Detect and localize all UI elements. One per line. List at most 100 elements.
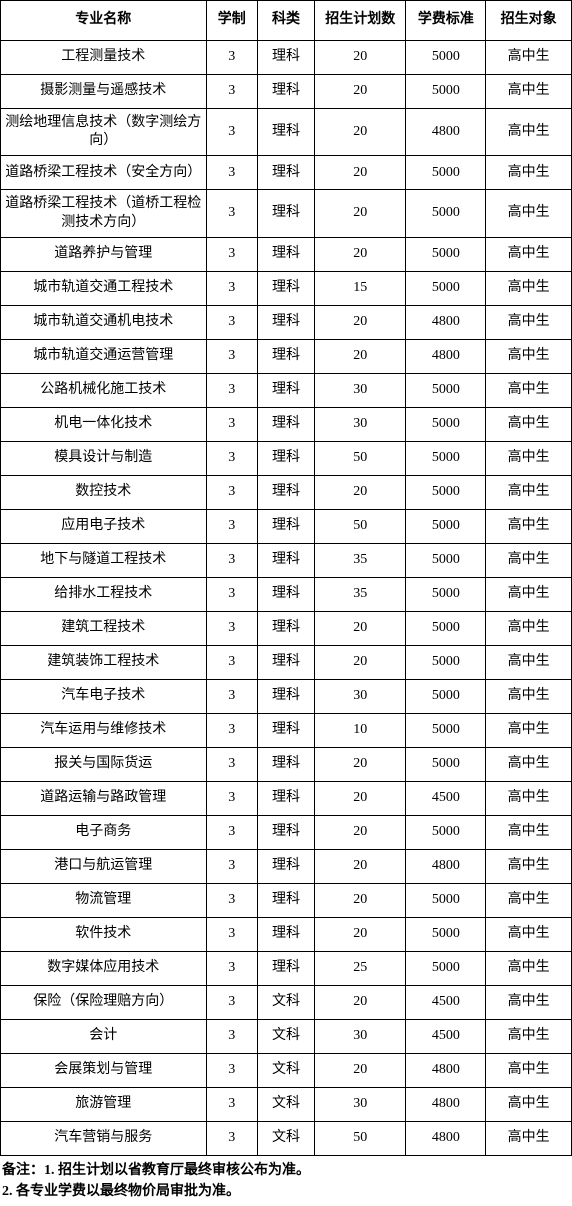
- table-cell: 理科: [257, 713, 314, 747]
- table-cell: 高中生: [486, 156, 572, 190]
- table-row: 报关与国际货运3理科205000高中生: [1, 747, 572, 781]
- table-cell: 建筑装饰工程技术: [1, 645, 207, 679]
- table-cell: 4800: [406, 109, 486, 156]
- table-cell: 高中生: [486, 237, 572, 271]
- table-row: 软件技术3理科205000高中生: [1, 917, 572, 951]
- table-cell: 3: [206, 645, 257, 679]
- table-cell: 3: [206, 713, 257, 747]
- table-cell: 工程测量技术: [1, 41, 207, 75]
- table-cell: 高中生: [486, 883, 572, 917]
- table-row: 道路桥梁工程技术（道桥工程检测技术方向）3理科205000高中生: [1, 190, 572, 237]
- table-cell: 3: [206, 190, 257, 237]
- table-cell: 高中生: [486, 543, 572, 577]
- table-cell: 高中生: [486, 781, 572, 815]
- table-cell: 20: [315, 917, 406, 951]
- table-cell: 理科: [257, 441, 314, 475]
- table-cell: 高中生: [486, 815, 572, 849]
- table-cell: 软件技术: [1, 917, 207, 951]
- table-cell: 测绘地理信息技术（数字测绘方向）: [1, 109, 207, 156]
- table-cell: 给排水工程技术: [1, 577, 207, 611]
- table-cell: 5000: [406, 815, 486, 849]
- table-row: 电子商务3理科205000高中生: [1, 815, 572, 849]
- table-cell: 3: [206, 951, 257, 985]
- table-row: 物流管理3理科205000高中生: [1, 883, 572, 917]
- table-cell: 25: [315, 951, 406, 985]
- table-cell: 理科: [257, 543, 314, 577]
- table-cell: 理科: [257, 373, 314, 407]
- table-cell: 理科: [257, 41, 314, 75]
- table-cell: 理科: [257, 75, 314, 109]
- table-cell: 5000: [406, 190, 486, 237]
- table-cell: 高中生: [486, 271, 572, 305]
- table-cell: 50: [315, 441, 406, 475]
- table-cell: 3: [206, 237, 257, 271]
- table-cell: 理科: [257, 156, 314, 190]
- table-cell: 物流管理: [1, 883, 207, 917]
- table-cell: 高中生: [486, 713, 572, 747]
- table-cell: 理科: [257, 190, 314, 237]
- table-row: 会展策划与管理3文科204800高中生: [1, 1053, 572, 1087]
- table-cell: 汽车运用与维修技术: [1, 713, 207, 747]
- table-cell: 文科: [257, 1053, 314, 1087]
- table-cell: 汽车电子技术: [1, 679, 207, 713]
- table-cell: 高中生: [486, 305, 572, 339]
- table-cell: 5000: [406, 41, 486, 75]
- table-cell: 高中生: [486, 849, 572, 883]
- table-cell: 摄影测量与遥感技术: [1, 75, 207, 109]
- table-cell: 高中生: [486, 645, 572, 679]
- table-cell: 3: [206, 883, 257, 917]
- table-cell: 3: [206, 781, 257, 815]
- header-major-name: 专业名称: [1, 1, 207, 41]
- table-cell: 3: [206, 1087, 257, 1121]
- table-cell: 4800: [406, 849, 486, 883]
- table-cell: 5000: [406, 645, 486, 679]
- table-row: 工程测量技术3理科205000高中生: [1, 41, 572, 75]
- table-row: 保险（保险理赔方向）3文科204500高中生: [1, 985, 572, 1019]
- table-cell: 高中生: [486, 109, 572, 156]
- table-cell: 20: [315, 109, 406, 156]
- table-cell: 20: [315, 849, 406, 883]
- table-cell: 50: [315, 509, 406, 543]
- table-cell: 高中生: [486, 611, 572, 645]
- table-cell: 5000: [406, 917, 486, 951]
- table-cell: 理科: [257, 109, 314, 156]
- table-row: 港口与航运管理3理科204800高中生: [1, 849, 572, 883]
- table-cell: 高中生: [486, 339, 572, 373]
- table-cell: 高中生: [486, 1087, 572, 1121]
- table-row: 地下与隧道工程技术3理科355000高中生: [1, 543, 572, 577]
- table-cell: 3: [206, 985, 257, 1019]
- table-header: 专业名称 学制 科类 招生计划数 学费标准 招生对象: [1, 1, 572, 41]
- table-cell: 3: [206, 1019, 257, 1053]
- table-row: 模具设计与制造3理科505000高中生: [1, 441, 572, 475]
- table-cell: 3: [206, 543, 257, 577]
- table-cell: 20: [315, 645, 406, 679]
- table-cell: 3: [206, 271, 257, 305]
- table-cell: 30: [315, 1087, 406, 1121]
- table-cell: 高中生: [486, 1121, 572, 1155]
- table-cell: 4800: [406, 1087, 486, 1121]
- table-cell: 理科: [257, 237, 314, 271]
- table-cell: 4500: [406, 781, 486, 815]
- header-plan-count: 招生计划数: [315, 1, 406, 41]
- table-cell: 理科: [257, 781, 314, 815]
- table-body: 工程测量技术3理科205000高中生摄影测量与遥感技术3理科205000高中生测…: [1, 41, 572, 1156]
- table-cell: 港口与航运管理: [1, 849, 207, 883]
- table-cell: 高中生: [486, 577, 572, 611]
- table-row: 数控技术3理科205000高中生: [1, 475, 572, 509]
- table-cell: 4800: [406, 1053, 486, 1087]
- table-cell: 20: [315, 339, 406, 373]
- table-cell: 高中生: [486, 190, 572, 237]
- table-cell: 理科: [257, 645, 314, 679]
- table-cell: 数字媒体应用技术: [1, 951, 207, 985]
- table-cell: 报关与国际货运: [1, 747, 207, 781]
- table-cell: 3: [206, 41, 257, 75]
- table-cell: 20: [315, 883, 406, 917]
- table-cell: 理科: [257, 917, 314, 951]
- table-cell: 20: [315, 475, 406, 509]
- table-cell: 35: [315, 577, 406, 611]
- table-cell: 3: [206, 407, 257, 441]
- table-cell: 20: [315, 815, 406, 849]
- table-cell: 20: [315, 305, 406, 339]
- table-cell: 理科: [257, 305, 314, 339]
- enrollment-table: 专业名称 学制 科类 招生计划数 学费标准 招生对象 工程测量技术3理科2050…: [0, 0, 572, 1156]
